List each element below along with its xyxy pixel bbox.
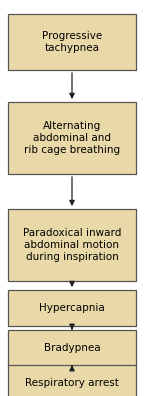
FancyBboxPatch shape xyxy=(8,102,136,174)
FancyBboxPatch shape xyxy=(8,330,136,366)
FancyBboxPatch shape xyxy=(8,209,136,281)
Text: Bradypnea: Bradypnea xyxy=(44,343,100,353)
Text: Alternating
abdominal and
rib cage breathing: Alternating abdominal and rib cage breat… xyxy=(24,121,120,155)
FancyBboxPatch shape xyxy=(8,14,136,70)
FancyBboxPatch shape xyxy=(8,290,136,326)
Text: Paradoxical inward
abdominal motion
during inspiration: Paradoxical inward abdominal motion duri… xyxy=(23,228,121,262)
Text: Progressive
tachypnea: Progressive tachypnea xyxy=(42,31,102,53)
FancyBboxPatch shape xyxy=(8,365,136,396)
Text: Respiratory arrest: Respiratory arrest xyxy=(25,378,119,388)
Text: Hypercapnia: Hypercapnia xyxy=(39,303,105,313)
